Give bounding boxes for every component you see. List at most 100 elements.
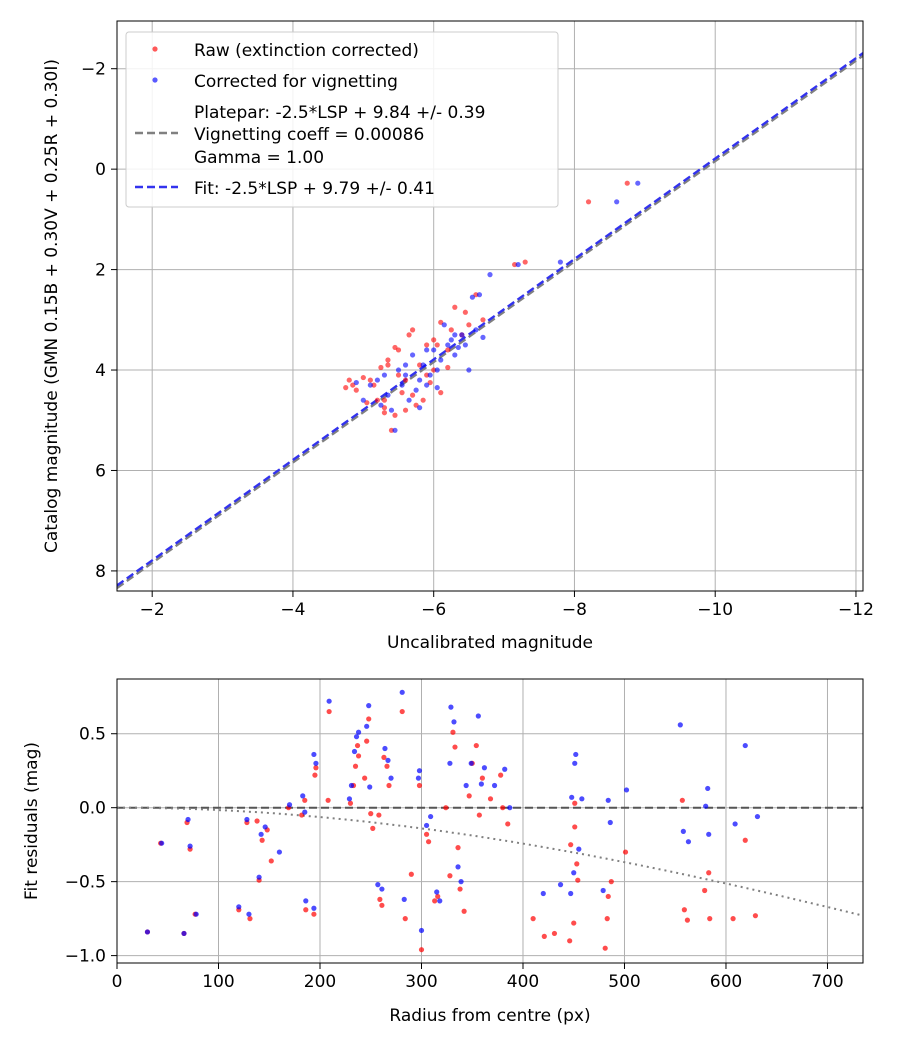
raw-residual-point	[386, 782, 392, 789]
vignetting-residual-point	[258, 831, 264, 837]
raw-residual-point	[752, 913, 759, 919]
vignetting-residual-point	[303, 898, 309, 904]
raw-residual-point	[684, 917, 691, 923]
top-raw-point	[448, 327, 454, 333]
top-raw-point	[452, 304, 458, 310]
top-vignetting-point	[448, 337, 454, 343]
vignetting-residual-point	[448, 704, 454, 710]
top-raw-point	[395, 372, 402, 378]
raw-residual-point	[452, 744, 458, 750]
top-raw-point	[346, 377, 352, 383]
vignetting-residual-point	[569, 794, 575, 800]
bottom-plot-area	[117, 679, 863, 963]
top-vignetting-point	[445, 342, 451, 348]
raw-residual-point	[706, 870, 712, 876]
vignetting-residual-point	[423, 822, 430, 829]
raw-residual-point	[608, 879, 614, 885]
vignetting-residual-point	[468, 760, 474, 766]
vignetting-residual-point	[276, 849, 282, 855]
raw-residual-point	[476, 812, 482, 818]
raw-residual-point	[707, 916, 713, 922]
legend-raw-label: Raw (extinction corrected)	[194, 41, 419, 61]
vignetting-residual-point	[300, 793, 306, 799]
raw-residual-point	[443, 805, 449, 811]
vignetting-residual-point	[576, 846, 582, 852]
vignetting-residual-point	[572, 760, 578, 766]
legend-vignetting-marker	[152, 77, 158, 83]
bottom-reference-lines	[117, 806, 864, 917]
top-vignetting-point	[469, 294, 476, 300]
vignetting-residual-point	[415, 775, 422, 781]
top-vignetting-point	[452, 332, 458, 338]
top-x-tick-label: −8	[562, 600, 587, 620]
top-raw-point	[409, 392, 416, 398]
vignetting-residual-point	[458, 879, 464, 885]
vignetting-residual-point	[262, 824, 268, 830]
raw-residual-point	[450, 729, 456, 735]
raw-residual-point	[473, 742, 479, 749]
top-raw-point	[367, 377, 373, 383]
top-raw-point	[343, 385, 349, 391]
bottom-plot-frame	[116, 678, 864, 964]
legend-platepar-label-line2: Vignetting coeff = 0.00086	[194, 125, 424, 145]
raw-residual-point	[551, 930, 558, 937]
raw-residual-point	[505, 821, 511, 827]
vignetting-residual-point	[244, 816, 250, 823]
top-raw-point	[420, 397, 426, 403]
vignetting-residual-point	[705, 785, 711, 792]
top-fit-lines	[117, 52, 863, 589]
top-vignetting-point	[427, 372, 433, 378]
top-vignetting-point	[353, 379, 359, 386]
bottom-x-tick-label: 0	[112, 972, 123, 992]
raw-residual-point	[379, 902, 385, 908]
raw-residual-point	[408, 871, 414, 877]
raw-residual-point	[423, 831, 430, 837]
vignetting-residual-point	[437, 898, 443, 904]
top-raw-point	[392, 412, 398, 418]
raw-residual-point	[326, 708, 332, 715]
top-vignetting-point	[441, 322, 447, 328]
raw-residual-point	[575, 877, 581, 883]
raw-residual-point	[302, 797, 308, 803]
top-vignetting-point	[434, 385, 440, 391]
vignetting-residual-point	[193, 911, 199, 917]
raw-residual-point	[466, 793, 472, 799]
vignetting-residual-point	[144, 929, 151, 935]
bottom-y-tick-label: −0.5	[65, 873, 106, 893]
vignetting-residual-point	[382, 745, 388, 752]
raw-residual-point	[418, 947, 425, 953]
vignetting-residual-point	[348, 782, 355, 789]
top-raw-point	[522, 259, 528, 265]
vignetting-residual-point	[367, 784, 373, 790]
top-vignetting-point	[455, 344, 461, 351]
vignetting-residual-point	[491, 782, 498, 789]
raw-residual-point	[377, 896, 383, 902]
legend-raw-marker	[152, 46, 158, 52]
vignetting-residual-point	[579, 796, 585, 802]
legend-vignetting-label: Corrected for vignetting	[194, 72, 398, 92]
vignetting-residual-point	[364, 723, 370, 729]
top-vignetting-point	[614, 199, 620, 205]
top-vignetting-point	[480, 334, 486, 340]
raw-residual-point	[498, 772, 504, 778]
vignetting-residual-point	[557, 882, 564, 888]
raw-residual-point	[352, 763, 359, 769]
top-vignetting-point	[374, 377, 380, 383]
top-raw-point	[381, 397, 388, 403]
top-vignetting-point	[459, 332, 465, 338]
top-vignetting-point	[378, 402, 384, 408]
raw-residual-point	[247, 916, 253, 922]
top-vignetting-point	[392, 427, 398, 433]
top-vignetting-point	[438, 357, 444, 363]
raw-residual-point	[368, 811, 374, 817]
top-y-tick-label: 6	[95, 461, 106, 481]
top-raw-point	[402, 407, 409, 413]
bottom-y-tick-label: 0.0	[79, 799, 106, 819]
raw-residual-point	[355, 753, 362, 759]
legend-fit-label: Fit: -2.5*LSP + 9.79 +/- 0.41	[194, 179, 435, 199]
top-vignetting-point	[424, 347, 430, 353]
vignetting-residual-point	[451, 719, 457, 725]
vignetting-residual-point	[677, 722, 683, 728]
raw-residual-point	[541, 933, 547, 939]
raw-residual-point	[742, 837, 748, 843]
